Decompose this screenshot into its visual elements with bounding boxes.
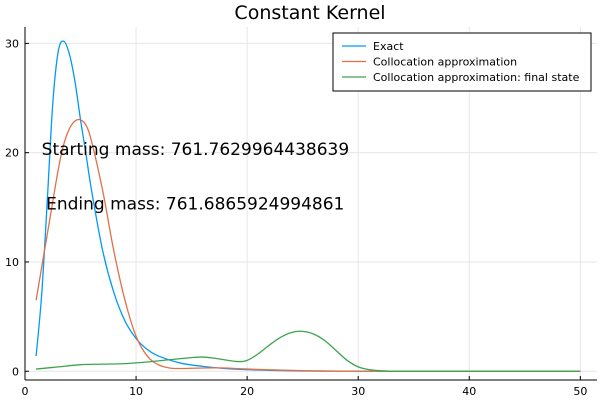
legend-label: Exact xyxy=(373,40,404,53)
y-tick-label: 20 xyxy=(5,147,19,160)
x-tick-label: 40 xyxy=(462,385,476,398)
series-line-collocation-approximation xyxy=(35,118,581,372)
series-line-collocation-approximation-final-state xyxy=(36,330,581,372)
x-tick-label: 30 xyxy=(351,385,365,398)
legend: Exact Collocation approximation Collocatio… xyxy=(332,32,592,92)
chart-title: Constant Kernel xyxy=(234,2,385,24)
x-tick-label: 0 xyxy=(22,385,29,398)
x-tick-label: 50 xyxy=(573,385,587,398)
annotations: Starting mass: 761.7629964438639 Ending m… xyxy=(42,140,350,215)
x-axis-ticks: 0 10 20 30 40 50 xyxy=(22,376,587,398)
mass-annotation: Starting mass: 761.7629964438639 xyxy=(42,140,350,160)
x-tick-label: 10 xyxy=(129,385,143,398)
y-tick-label: 0 xyxy=(12,365,19,378)
y-tick-label: 30 xyxy=(5,37,19,50)
legend-box xyxy=(332,32,592,92)
x-tick-label: 20 xyxy=(240,385,254,398)
legend-label: Collocation approximation xyxy=(373,56,517,69)
legend-label: Collocation approximation: final state xyxy=(373,71,580,84)
axes xyxy=(24,27,597,381)
series-layer xyxy=(35,40,581,372)
mass-annotation: Ending mass: 761.6865924994861 xyxy=(46,195,344,215)
y-axis-ticks: 0 10 20 30 xyxy=(5,37,29,378)
y-tick-label: 10 xyxy=(5,256,19,269)
